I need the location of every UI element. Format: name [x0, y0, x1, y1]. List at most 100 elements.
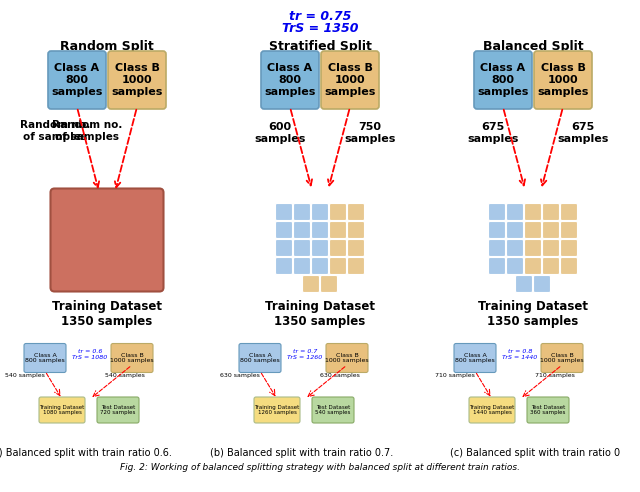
FancyBboxPatch shape	[275, 204, 292, 220]
FancyBboxPatch shape	[543, 221, 559, 239]
FancyBboxPatch shape	[474, 51, 532, 109]
FancyBboxPatch shape	[506, 204, 524, 220]
Text: 600
samples: 600 samples	[254, 122, 306, 144]
Text: Training Dataset
1080 samples: Training Dataset 1080 samples	[40, 404, 84, 415]
Text: Class B
1000 samples: Class B 1000 samples	[540, 353, 584, 364]
Text: tr = 0.8
TrS = 1440: tr = 0.8 TrS = 1440	[502, 349, 538, 360]
FancyBboxPatch shape	[261, 51, 319, 109]
FancyBboxPatch shape	[326, 343, 368, 372]
FancyBboxPatch shape	[111, 343, 153, 372]
FancyBboxPatch shape	[330, 204, 346, 220]
FancyBboxPatch shape	[527, 397, 569, 423]
Text: Class A
800 samples: Class A 800 samples	[240, 353, 280, 364]
FancyBboxPatch shape	[541, 343, 583, 372]
FancyBboxPatch shape	[543, 257, 559, 275]
Text: Class A
800
samples: Class A 800 samples	[477, 63, 529, 96]
Text: Test Dataset
360 samples: Test Dataset 360 samples	[531, 404, 566, 415]
FancyBboxPatch shape	[294, 221, 310, 239]
FancyBboxPatch shape	[294, 257, 310, 275]
FancyBboxPatch shape	[348, 221, 365, 239]
FancyBboxPatch shape	[239, 343, 281, 372]
FancyBboxPatch shape	[108, 51, 166, 109]
Text: Training Dataset
1350 samples: Training Dataset 1350 samples	[478, 300, 588, 328]
FancyBboxPatch shape	[39, 397, 85, 423]
FancyBboxPatch shape	[312, 221, 328, 239]
Text: 750
samples: 750 samples	[344, 122, 396, 144]
Text: Random no.
of samples: Random no. of samples	[52, 120, 122, 142]
FancyBboxPatch shape	[469, 397, 515, 423]
Text: Test Dataset
720 samples: Test Dataset 720 samples	[100, 404, 136, 415]
Text: Balanced Split: Balanced Split	[483, 40, 583, 53]
FancyBboxPatch shape	[534, 276, 550, 293]
FancyBboxPatch shape	[330, 221, 346, 239]
FancyBboxPatch shape	[543, 240, 559, 256]
Text: tr = 0.6
TrS = 1080: tr = 0.6 TrS = 1080	[72, 349, 108, 360]
FancyBboxPatch shape	[275, 221, 292, 239]
FancyBboxPatch shape	[515, 276, 532, 293]
Text: Fig. 2: Working of balanced splitting strategy with balanced split at different : Fig. 2: Working of balanced splitting st…	[120, 463, 520, 472]
FancyBboxPatch shape	[561, 221, 577, 239]
FancyBboxPatch shape	[348, 240, 365, 256]
FancyBboxPatch shape	[561, 240, 577, 256]
Text: Class A
800 samples: Class A 800 samples	[25, 353, 65, 364]
Text: Class B
1000 samples: Class B 1000 samples	[325, 353, 369, 364]
FancyBboxPatch shape	[506, 240, 524, 256]
Text: (b) Balanced split with train ratio 0.7.: (b) Balanced split with train ratio 0.7.	[211, 448, 394, 458]
FancyBboxPatch shape	[321, 276, 337, 293]
Text: Class B
1000
samples: Class B 1000 samples	[111, 63, 163, 96]
Text: Training Dataset
1350 samples: Training Dataset 1350 samples	[265, 300, 375, 328]
Text: Training Dataset
1350 samples: Training Dataset 1350 samples	[52, 300, 162, 328]
Text: Stratified Split: Stratified Split	[269, 40, 371, 53]
Text: Class B
1000 samples: Class B 1000 samples	[110, 353, 154, 364]
Text: (a) Balanced split with train ratio 0.6.: (a) Balanced split with train ratio 0.6.	[0, 448, 172, 458]
Text: 710 samples: 710 samples	[435, 373, 475, 378]
FancyBboxPatch shape	[525, 240, 541, 256]
FancyBboxPatch shape	[454, 343, 496, 372]
FancyBboxPatch shape	[330, 240, 346, 256]
Text: TrS = 1350: TrS = 1350	[282, 22, 358, 35]
FancyBboxPatch shape	[488, 240, 506, 256]
FancyBboxPatch shape	[561, 204, 577, 220]
FancyBboxPatch shape	[312, 204, 328, 220]
FancyBboxPatch shape	[506, 221, 524, 239]
FancyBboxPatch shape	[348, 257, 365, 275]
FancyBboxPatch shape	[348, 204, 365, 220]
Text: Random Split: Random Split	[60, 40, 154, 53]
Text: Class B
1000
samples: Class B 1000 samples	[324, 63, 376, 96]
FancyBboxPatch shape	[561, 257, 577, 275]
Text: Class A
800
samples: Class A 800 samples	[51, 63, 102, 96]
FancyBboxPatch shape	[312, 397, 354, 423]
Text: Class B
1000
samples: Class B 1000 samples	[538, 63, 589, 96]
FancyBboxPatch shape	[488, 257, 506, 275]
Text: 675
samples: 675 samples	[467, 122, 518, 144]
FancyBboxPatch shape	[525, 257, 541, 275]
FancyBboxPatch shape	[254, 397, 300, 423]
Text: (c) Balanced split with train ratio 0: (c) Balanced split with train ratio 0	[450, 448, 620, 458]
Text: Training Dataset
1260 samples: Training Dataset 1260 samples	[254, 404, 300, 415]
Text: Training Dataset
1440 samples: Training Dataset 1440 samples	[469, 404, 515, 415]
FancyBboxPatch shape	[275, 240, 292, 256]
FancyBboxPatch shape	[294, 240, 310, 256]
Text: tr = 0.75: tr = 0.75	[289, 10, 351, 23]
Text: Class A
800
samples: Class A 800 samples	[264, 63, 316, 96]
FancyBboxPatch shape	[24, 343, 66, 372]
FancyBboxPatch shape	[534, 51, 592, 109]
Text: 630 samples: 630 samples	[320, 373, 360, 378]
FancyBboxPatch shape	[48, 51, 106, 109]
Text: Class A
800 samples: Class A 800 samples	[455, 353, 495, 364]
Text: 710 samples: 710 samples	[535, 373, 575, 378]
FancyBboxPatch shape	[97, 397, 139, 423]
FancyBboxPatch shape	[312, 240, 328, 256]
FancyBboxPatch shape	[525, 221, 541, 239]
Text: Random no.
of samples: Random no. of samples	[20, 120, 90, 142]
Text: Test Dataset
540 samples: Test Dataset 540 samples	[316, 404, 351, 415]
Text: 540 samples: 540 samples	[5, 373, 45, 378]
FancyBboxPatch shape	[303, 276, 319, 293]
Text: 630 samples: 630 samples	[220, 373, 260, 378]
FancyBboxPatch shape	[294, 204, 310, 220]
FancyBboxPatch shape	[321, 51, 379, 109]
FancyBboxPatch shape	[275, 257, 292, 275]
FancyBboxPatch shape	[488, 204, 506, 220]
FancyBboxPatch shape	[51, 188, 163, 291]
FancyBboxPatch shape	[312, 257, 328, 275]
